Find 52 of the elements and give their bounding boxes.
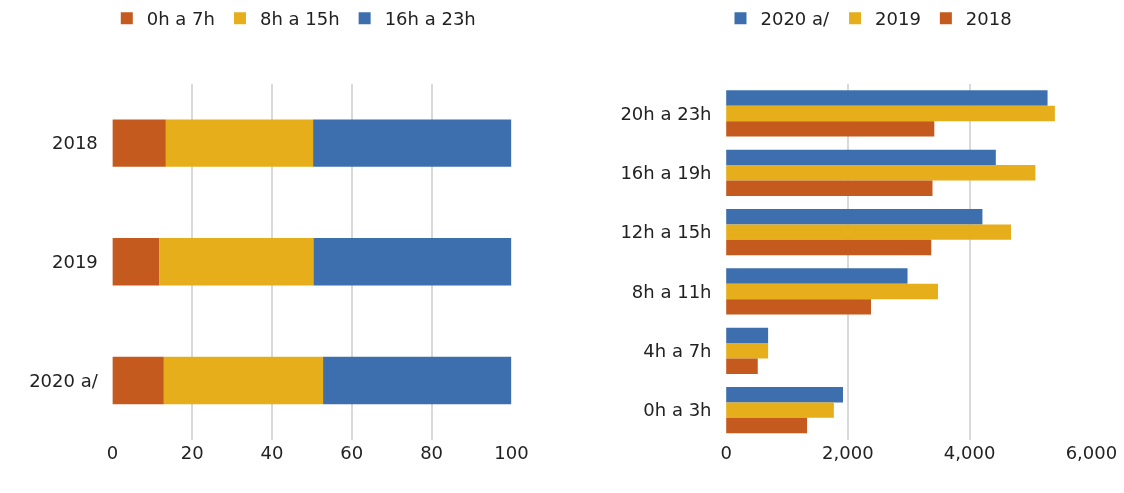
x-tick-label: 2,000 xyxy=(822,441,874,463)
bar xyxy=(163,356,324,405)
bar xyxy=(726,402,834,418)
legend-label: 2018 xyxy=(965,8,1012,30)
y-tick-label: 20h a 23h xyxy=(620,102,712,124)
y-tick-label: 8h a 11h xyxy=(631,280,712,302)
legend-label: 2020 a/ xyxy=(760,8,831,30)
bar xyxy=(726,121,935,137)
x-tick-label: 60 xyxy=(340,441,364,463)
bar xyxy=(165,119,314,167)
y-tick-label: 0h a 3h xyxy=(643,399,712,421)
legend-label: 8h a 15h xyxy=(259,8,340,30)
bar xyxy=(726,239,932,256)
x-tick-label: 0 xyxy=(106,441,119,463)
bar xyxy=(726,268,908,284)
bar xyxy=(112,119,166,167)
bar xyxy=(159,238,314,286)
bar xyxy=(726,327,769,344)
bar xyxy=(726,343,769,359)
x-tick-label: 20 xyxy=(180,441,204,463)
bar xyxy=(313,119,512,167)
legend-label: 16h a 23h xyxy=(384,8,476,30)
bar xyxy=(726,165,1036,181)
y-tick-label: 2018 xyxy=(51,132,98,154)
y-tick-label: 2020 a/ xyxy=(29,369,99,391)
x-tick-label: 0 xyxy=(720,441,732,463)
x-tick-label: 40 xyxy=(260,441,284,463)
y-tick-label: 2019 xyxy=(51,251,98,273)
bar xyxy=(726,299,871,315)
bar xyxy=(726,180,933,196)
legend-label: 0h a 7h xyxy=(146,8,215,30)
bar xyxy=(726,417,808,434)
bar xyxy=(726,149,996,166)
x-tick-label: 4,000 xyxy=(943,441,996,463)
x-tick-label: 100 xyxy=(494,441,529,463)
x-tick-label: 6,000 xyxy=(1065,441,1118,463)
y-tick-label: 4h a 7h xyxy=(643,340,712,362)
bar xyxy=(726,208,983,225)
legend-label: 2019 xyxy=(875,8,921,30)
bar xyxy=(726,224,1012,240)
bar xyxy=(726,358,758,374)
y-tick-label: 16h a 19h xyxy=(620,162,712,184)
bar xyxy=(112,238,160,286)
bar xyxy=(313,238,512,286)
bar xyxy=(323,356,512,405)
bar xyxy=(726,105,1055,122)
bar xyxy=(726,283,938,300)
bar xyxy=(112,356,164,405)
x-tick-label: 80 xyxy=(420,441,444,463)
y-tick-label: 12h a 15h xyxy=(620,221,712,243)
bar xyxy=(726,386,843,403)
bar xyxy=(726,90,1048,106)
